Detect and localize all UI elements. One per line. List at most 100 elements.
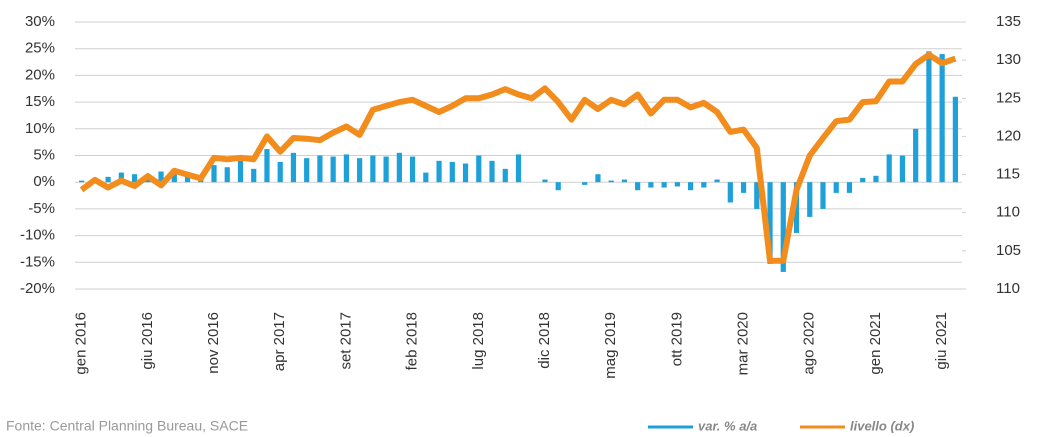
bar	[330, 156, 336, 183]
bar	[608, 180, 614, 183]
x-tick-label: mag 2019	[602, 312, 619, 379]
bar	[118, 172, 124, 183]
bar	[131, 174, 138, 183]
bar	[793, 182, 800, 233]
x-tick-label: nov 2016	[205, 312, 222, 374]
x-tick-label: ago 2020	[801, 312, 818, 375]
bar	[926, 51, 932, 183]
bar	[661, 182, 667, 188]
bar	[542, 179, 548, 183]
x-tick-label: ott 2019	[668, 312, 685, 366]
bar	[502, 168, 508, 183]
bar	[621, 179, 628, 183]
bar	[370, 155, 376, 183]
x-tick-label: apr 2017	[271, 312, 288, 371]
bar	[833, 182, 839, 193]
x-tick-label: dic 2018	[536, 312, 553, 369]
x-tick-label: giu 2016	[139, 312, 156, 370]
y-tick-label: 30%	[25, 13, 55, 30]
bar	[648, 182, 654, 188]
y-tick-label: 0%	[33, 173, 55, 190]
bar	[714, 179, 720, 183]
bar	[582, 182, 588, 185]
y-tick-label: 15%	[25, 93, 55, 110]
bar	[436, 160, 442, 183]
bar	[449, 161, 455, 183]
bar	[595, 174, 601, 183]
bar	[158, 171, 164, 183]
bar	[184, 176, 191, 183]
bar	[290, 152, 297, 183]
bar	[171, 174, 177, 183]
bar	[79, 180, 85, 183]
bar	[635, 182, 641, 191]
bar	[211, 165, 217, 183]
bar	[476, 155, 482, 183]
bar	[224, 167, 230, 183]
bar	[317, 155, 323, 183]
bar	[899, 155, 906, 183]
bar	[886, 154, 892, 183]
bar	[701, 182, 707, 188]
y2-tick-label: 130	[996, 51, 1021, 68]
source: Fonte: Central Planning Bureau, SACE	[6, 418, 248, 434]
bar	[727, 182, 733, 203]
legend-label: var. % a/a	[698, 418, 757, 433]
bar	[409, 156, 416, 183]
bar	[952, 96, 958, 183]
bar	[304, 158, 310, 183]
bar	[740, 182, 747, 193]
bar	[873, 175, 879, 183]
bar	[105, 176, 111, 183]
y-tick-label: 20%	[25, 66, 55, 83]
y2-tick-label: 110	[996, 280, 1020, 297]
x-tick-label: feb 2018	[404, 312, 421, 370]
bar	[846, 182, 853, 193]
bar	[423, 172, 429, 183]
y-tick-label: 5%	[33, 146, 55, 163]
y-tick-label: -10%	[20, 227, 55, 244]
bar	[396, 152, 402, 183]
y2-tick-label: 105	[996, 242, 1021, 259]
bar	[754, 182, 760, 209]
bar	[383, 156, 389, 183]
x-tick-label: set 2017	[337, 312, 354, 370]
bar	[688, 182, 694, 191]
y2-tick-label: 110	[996, 204, 1020, 221]
x-tick-label: gen 2021	[867, 312, 884, 375]
bar	[913, 128, 919, 183]
x-tick-label: mar 2020	[735, 312, 752, 375]
bar	[462, 163, 469, 183]
bar	[767, 182, 773, 264]
x-tick-label: lug 2018	[470, 312, 487, 370]
y2-tick-label: 115	[996, 166, 1020, 183]
bar	[674, 182, 680, 187]
bar	[807, 182, 813, 217]
line	[79, 51, 957, 264]
bar	[820, 182, 826, 209]
y-tick-label: 10%	[25, 120, 55, 137]
bar	[939, 54, 945, 183]
y2-tick-label: 135	[996, 13, 1021, 30]
bar	[343, 154, 349, 183]
x-tick-label: giu 2021	[933, 312, 950, 370]
bar	[264, 149, 270, 183]
bar	[515, 154, 522, 183]
y2-tick-label: 125	[996, 89, 1021, 106]
bar	[237, 160, 244, 183]
x-tick-label: gen 2016	[73, 312, 90, 375]
y-tick-label: -5%	[28, 200, 55, 217]
y-tick-label: -20%	[20, 280, 55, 297]
bar	[489, 160, 495, 183]
y-tick-label: 25%	[25, 40, 55, 57]
bar	[251, 168, 257, 183]
bar	[780, 182, 786, 272]
y2-tick-label: 120	[996, 127, 1021, 144]
bar	[555, 182, 561, 191]
y-tick-label: -15%	[20, 253, 55, 270]
bar	[860, 177, 866, 183]
bar	[357, 158, 363, 183]
legend-label: livello (dx)	[850, 418, 914, 433]
bar	[277, 161, 283, 183]
